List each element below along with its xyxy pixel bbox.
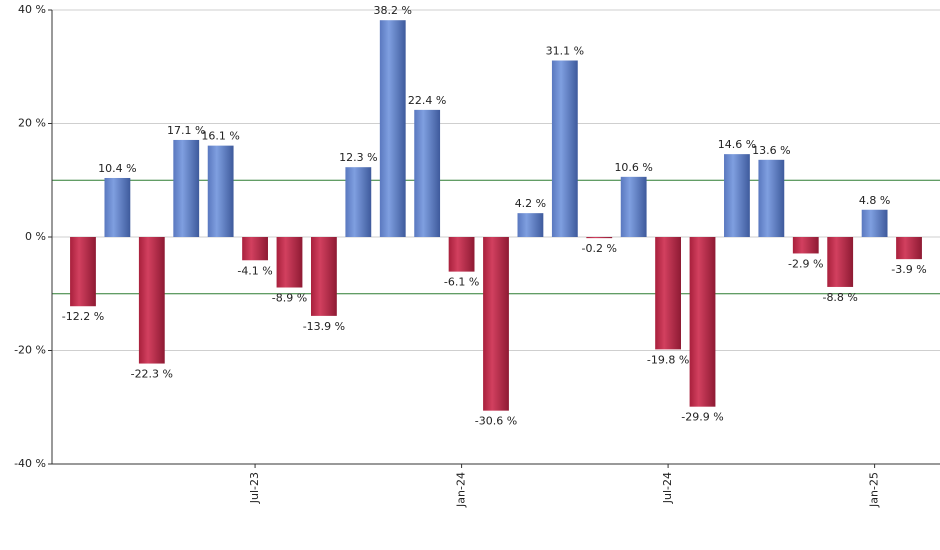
y-tick-label: 40 % (18, 3, 46, 16)
value-label: -30.6 % (475, 415, 517, 428)
value-label: 22.4 % (408, 94, 446, 107)
bar (517, 213, 544, 237)
value-label: 4.2 % (515, 197, 546, 210)
value-label: 10.4 % (98, 162, 136, 175)
value-label: -12.2 % (62, 310, 104, 323)
value-label: -4.1 % (237, 264, 272, 277)
x-tick-label: Jul-24 (661, 472, 674, 504)
value-label: 17.1 % (167, 124, 205, 137)
value-label: -8.9 % (272, 292, 307, 305)
x-tick-label: Jan-25 (868, 472, 881, 508)
bar (207, 145, 234, 237)
value-label: -8.8 % (822, 291, 857, 304)
value-label: -6.1 % (444, 276, 479, 289)
value-label: 14.6 % (718, 138, 756, 151)
bar (379, 20, 406, 238)
value-label: -2.9 % (788, 257, 823, 270)
bar (827, 237, 854, 287)
bar (242, 237, 268, 261)
bar (276, 237, 303, 288)
bar (173, 139, 200, 237)
bar (414, 109, 441, 237)
value-label: 31.1 % (546, 45, 584, 58)
y-tick-label: -40 % (14, 457, 46, 470)
bar (655, 237, 681, 350)
bar (551, 60, 578, 237)
bar (792, 237, 819, 254)
bar (70, 237, 96, 307)
value-label: 38.2 % (374, 4, 412, 17)
value-label: 16.1 % (201, 130, 239, 143)
bar (896, 237, 922, 260)
bar (689, 237, 716, 407)
value-label: -19.8 % (647, 353, 689, 366)
x-tick-label: Jul-23 (248, 472, 261, 504)
bar (138, 237, 165, 364)
bar (311, 237, 337, 316)
y-tick-label: 20 % (18, 117, 46, 130)
value-label: -13.9 % (303, 320, 345, 333)
value-label: 12.3 % (339, 151, 377, 164)
value-label: 4.8 % (859, 194, 890, 207)
value-label: 13.6 % (752, 144, 790, 157)
bar (620, 176, 647, 237)
value-label: 10.6 % (614, 161, 652, 174)
bar (861, 209, 888, 237)
value-label: -3.9 % (891, 263, 926, 276)
y-tick-label: 0 % (25, 230, 46, 243)
bar (586, 237, 613, 239)
bar (345, 167, 372, 237)
value-label: -22.3 % (131, 368, 173, 381)
value-label: -29.9 % (681, 411, 723, 424)
x-tick-label: Jan-24 (455, 472, 468, 508)
bar (448, 237, 475, 272)
bar (724, 154, 750, 237)
bar (758, 159, 785, 237)
value-label: -0.2 % (582, 242, 617, 255)
bar (104, 177, 131, 237)
bar (483, 237, 509, 411)
y-tick-label: -20 % (14, 344, 46, 357)
